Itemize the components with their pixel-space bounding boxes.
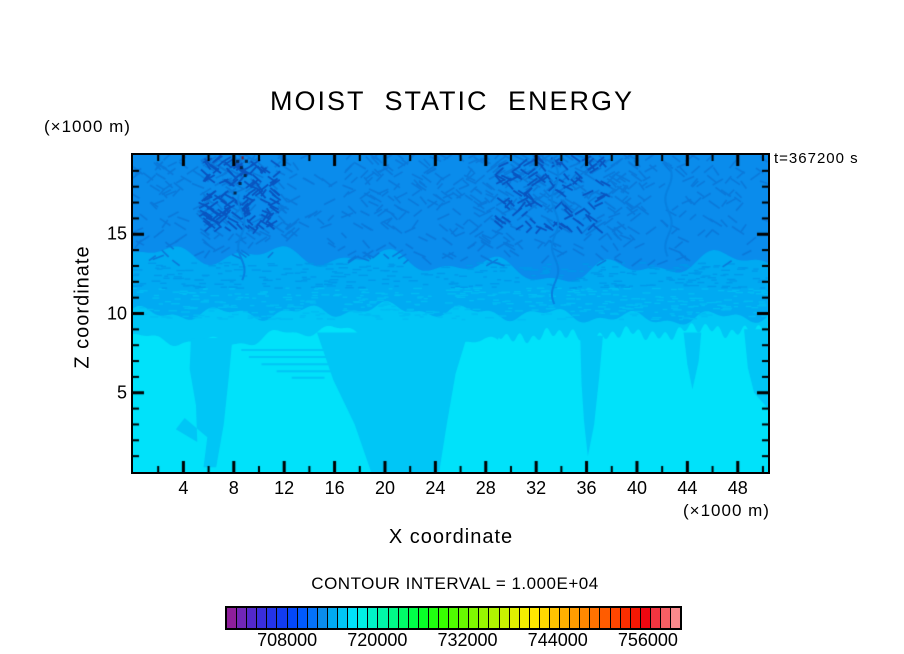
colorbar-segment (357, 608, 368, 628)
x-tick-label: 40 (626, 478, 647, 498)
colorbar-segment (236, 608, 247, 628)
colorbar-segment (549, 608, 560, 628)
colorbar-segment (569, 608, 580, 628)
colorbar-segment (417, 608, 428, 628)
x-tick-label: 28 (475, 478, 496, 498)
colorbar-segment (609, 608, 620, 628)
x-tick-label: 44 (677, 478, 698, 498)
colorbar-segment (559, 608, 570, 628)
colorbar-segment (579, 608, 590, 628)
heatmap-canvas (131, 153, 770, 474)
colorbar-segment (670, 608, 681, 628)
colorbar-segment (397, 608, 408, 628)
x-tick-label: 8 (228, 478, 239, 498)
colorbar-segment (367, 608, 378, 628)
colorbar-segment (518, 608, 529, 628)
colorbar-segment (316, 608, 327, 628)
y-tick-label: 15 (106, 223, 127, 244)
y-axis-unit-label: (×1000 m) (44, 117, 131, 136)
colorbar-segment (478, 608, 489, 628)
colorbar-segment (387, 608, 398, 628)
time-annotation: t=367200 s (774, 150, 859, 167)
colorbar-tick-label: 708000 (257, 630, 318, 650)
colorbar-segment (347, 608, 358, 628)
colorbar-tick-label: 732000 (437, 630, 498, 650)
colorbar-segment (508, 608, 519, 628)
x-tick-label: 4 (178, 478, 189, 498)
x-tick-label: 12 (274, 478, 295, 498)
y-tick-label: 5 (116, 382, 127, 403)
colorbar-segment (227, 608, 237, 628)
colorbar-segment (256, 608, 267, 628)
colorbar-segment (306, 608, 317, 628)
colorbar-segment (266, 608, 277, 628)
x-tick-label: 16 (324, 478, 345, 498)
colorbar-segment (427, 608, 438, 628)
colorbar-segment (246, 608, 257, 628)
colorbar-segment (437, 608, 449, 628)
x-tick-label: 24 (425, 478, 446, 498)
y-axis-title: Z coordinate (71, 245, 94, 369)
colorbar-segment (337, 608, 348, 628)
colorbar-segment (468, 608, 479, 628)
colorbar-segment (286, 608, 297, 628)
colorbar-segment (296, 608, 307, 628)
colorbar-segment (629, 608, 640, 628)
colorbar-segment (276, 608, 287, 628)
colorbar-segment (498, 608, 509, 628)
x-tick-label: 32 (526, 478, 547, 498)
colorbar-tick-label: 756000 (617, 630, 678, 650)
colorbar-segment (448, 608, 459, 628)
colorbar-segment (488, 608, 499, 628)
x-axis-title: X coordinate (388, 526, 514, 548)
colorbar-segment (599, 608, 610, 628)
colorbar-segment (619, 608, 630, 628)
colorbar-segment (326, 608, 338, 628)
colorbar-tick-label: 744000 (527, 630, 588, 650)
colorbar-segment (589, 608, 600, 628)
x-tick-label: 20 (374, 478, 395, 498)
colorbar-segment (660, 608, 671, 628)
colorbar-segment (407, 608, 418, 628)
contour-interval-label: CONTOUR INTERVAL = 1.000E+04 (311, 574, 599, 593)
colorbar (225, 606, 682, 630)
colorbar-segment (538, 608, 549, 628)
x-tick-label: 48 (727, 478, 748, 498)
colorbar-tick-label: 720000 (347, 630, 408, 650)
chart-title: MOIST STATIC ENERGY (269, 86, 635, 116)
colorbar-segment (528, 608, 539, 628)
colorbar-segment (639, 608, 650, 628)
colorbar-segment (377, 608, 388, 628)
x-tick-label: 36 (576, 478, 597, 498)
colorbar-segment (649, 608, 661, 628)
colorbar-segment (458, 608, 469, 628)
y-tick-label: 10 (106, 303, 127, 323)
x-axis-unit-label: (×1000 m) (683, 501, 770, 520)
